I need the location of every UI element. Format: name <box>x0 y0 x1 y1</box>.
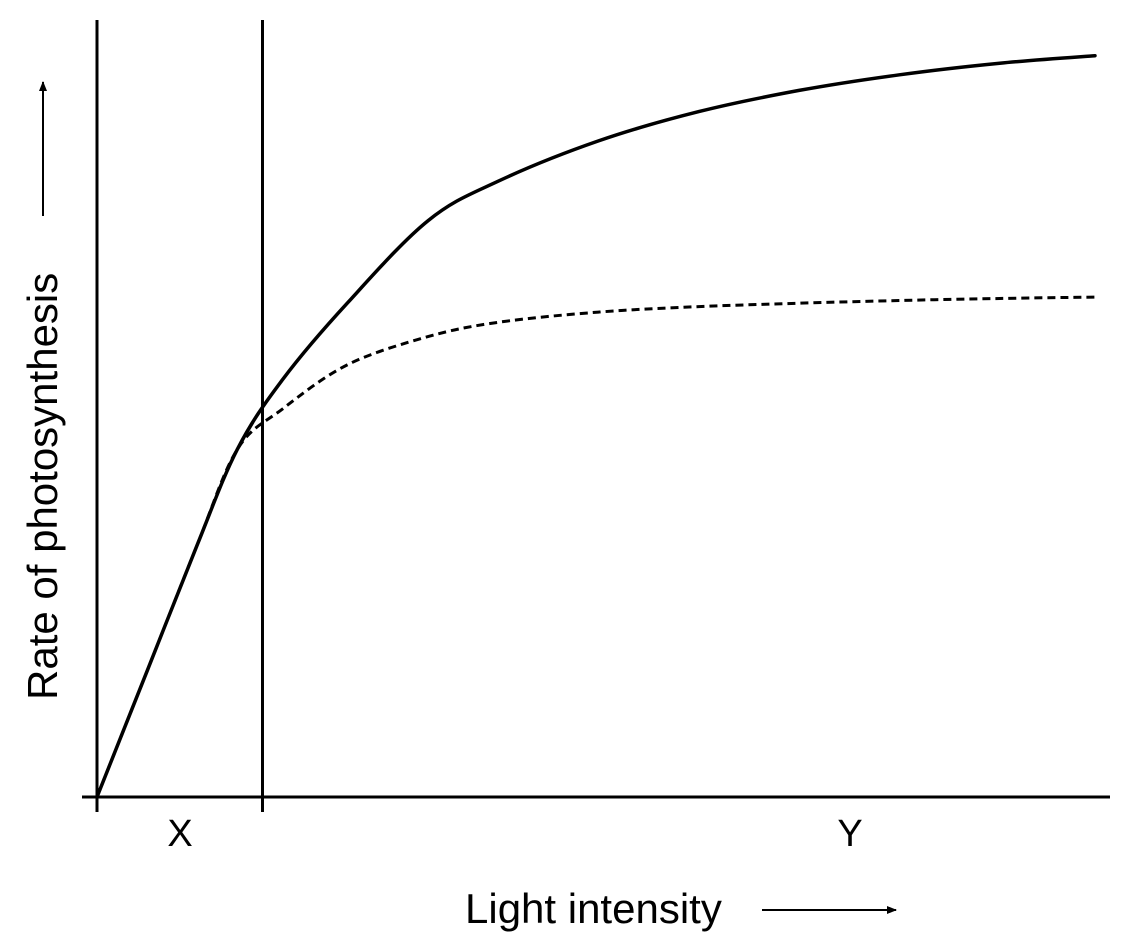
axes <box>82 20 1110 812</box>
solid-curve-line <box>95 53 1097 799</box>
dashed-curve-line <box>95 295 1096 798</box>
region-y-label: Y <box>837 813 862 855</box>
x-axis-label: Light intensity <box>465 885 722 932</box>
region-x-label: X <box>167 813 192 855</box>
series-layer <box>95 53 1097 799</box>
y-axis-label: Rate of photosynthesis <box>19 273 66 700</box>
